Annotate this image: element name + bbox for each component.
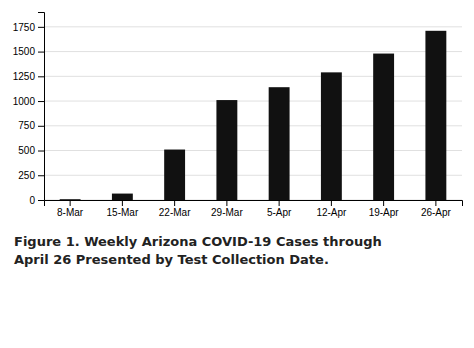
tick-mark: [279, 200, 280, 206]
caption: Figure 1. Weekly Arizona COVID-19 Cases …: [14, 234, 382, 267]
grid-line: [44, 175, 462, 176]
tick-label: 500: [18, 145, 35, 156]
bar: [321, 72, 342, 200]
tick: 250: [18, 170, 44, 181]
x-axis: 8-Mar 15-Mar 22-Mar 29-Mar 5-Apr 12-Apr 19-Apr…: [45, 200, 463, 218]
tick-label: 750: [18, 120, 35, 131]
tick: 19-Apr: [369, 200, 400, 218]
grid-line: [44, 76, 462, 77]
bar: [164, 150, 185, 200]
grid-line: [44, 150, 462, 151]
tick-label: 8-Mar: [57, 207, 84, 218]
axis-line: [38, 13, 45, 201]
tick-mark: [122, 200, 123, 206]
tick-mark: [38, 27, 44, 28]
tick-mark: [38, 101, 44, 102]
tick: 500: [18, 145, 44, 156]
tick-mark: [435, 200, 436, 206]
tick: 1500: [13, 46, 44, 57]
tick-label: 0: [29, 195, 35, 206]
grid-line: [44, 26, 462, 27]
tick: 5-Apr: [267, 200, 292, 218]
tick: 26-Apr: [421, 200, 452, 218]
tick-label: 26-Apr: [421, 207, 452, 218]
y-axis: 0 250 500 750 1000 1250 1500 1750: [13, 13, 45, 206]
tick-mark: [38, 126, 44, 127]
tick-mark: [174, 200, 175, 206]
tick-label: 1000: [13, 96, 36, 107]
bar: [269, 87, 290, 200]
tick: 1000: [13, 96, 44, 107]
bar: [373, 54, 394, 200]
title: Figure 1. Weekly Arizona COVID-19 Cases …: [14, 234, 382, 249]
tick-mark: [38, 175, 44, 176]
tick: 1250: [13, 71, 44, 82]
subtitle: April 26 Presented by Test Collection Da…: [14, 252, 329, 267]
tick-mark: [70, 200, 71, 206]
tick-label: 5-Apr: [267, 207, 292, 218]
tick-label: 15-Mar: [107, 207, 139, 218]
tick-label: 29-Mar: [211, 207, 243, 218]
tick-mark: [38, 52, 44, 53]
bar: [425, 31, 446, 200]
grid: [44, 27, 462, 200]
tick-label: 1500: [13, 46, 36, 57]
tick-label: 22-Mar: [159, 207, 191, 218]
grid-line: [44, 125, 462, 126]
tick: 1750: [13, 22, 44, 33]
tick: 750: [18, 120, 44, 131]
tick-label: 19-Apr: [369, 207, 400, 218]
tick-mark: [226, 200, 227, 206]
tick-mark: [38, 76, 44, 77]
tick-label: 12-Apr: [316, 207, 347, 218]
tick-label: 1250: [13, 71, 36, 82]
axis-line: [45, 201, 463, 207]
bar: [60, 199, 81, 200]
tick: 15-Mar: [107, 200, 139, 218]
tick-label: 1750: [13, 22, 36, 33]
tick: 12-Apr: [316, 200, 347, 218]
tick-mark: [38, 151, 44, 152]
tick: 0: [29, 195, 44, 206]
tick-mark: [331, 200, 332, 206]
tick: 29-Mar: [211, 200, 243, 218]
tick: 8-Mar: [57, 200, 84, 218]
bar: [112, 194, 133, 200]
bar: [216, 100, 237, 200]
bars: [60, 31, 447, 200]
tick-mark: [38, 200, 44, 201]
grid-line: [44, 51, 462, 52]
chart: 0 250 500 750 1000 1250 1500 1750 8-Mar 15-Mar 22-…: [0, 0, 474, 348]
grid-line: [44, 101, 462, 102]
tick-mark: [383, 200, 384, 206]
tick: 22-Mar: [159, 200, 191, 218]
plot: 0 250 500 750 1000 1250 1500 1750 8-Mar 15-Mar 22-…: [13, 13, 463, 219]
tick-label: 250: [18, 170, 35, 181]
